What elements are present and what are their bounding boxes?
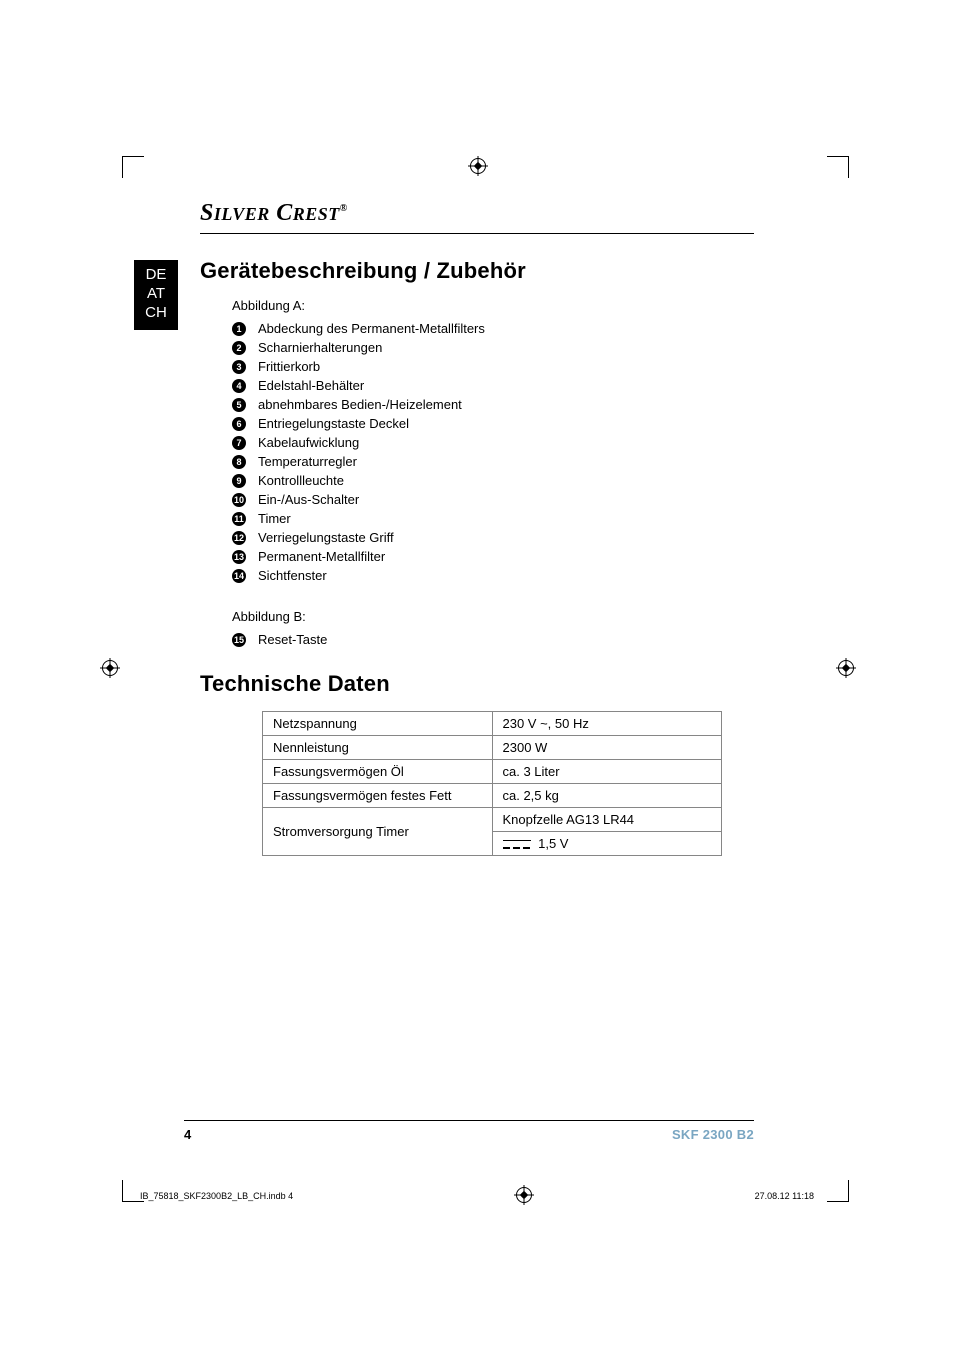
imprint-file: IB_75818_SKF2300B2_LB_CH.indb 4 <box>140 1191 293 1201</box>
item-number-icon: 6 <box>232 417 246 431</box>
imprint-line: IB_75818_SKF2300B2_LB_CH.indb 4 27.08.12… <box>140 1187 814 1205</box>
table-row: Fassungsvermögen Ölca. 3 Liter <box>263 760 722 784</box>
list-item: 1 Abdeckung des Permanent-Metallfilters <box>232 321 754 336</box>
crop-mark-tl <box>122 156 144 178</box>
list-item: 2 Scharnierhalterungen <box>232 340 754 355</box>
spec-value: ca. 3 Liter <box>492 760 722 784</box>
item-number-icon: 5 <box>232 398 246 412</box>
list-item: 14 Sichtfenster <box>232 568 754 583</box>
crop-mark-tr <box>827 156 849 178</box>
registration-mark-icon <box>470 158 486 174</box>
language-tab: DE AT CH <box>134 260 178 330</box>
brand-reg: ® <box>340 203 348 214</box>
spec-key: Fassungsvermögen festes Fett <box>263 784 493 808</box>
item-label: Sichtfenster <box>258 568 327 583</box>
parts-list-b: 15 Reset-Taste <box>232 632 754 647</box>
table-row: Netzspannung230 V ~, 50 Hz <box>263 712 722 736</box>
list-item: 15 Reset-Taste <box>232 632 754 647</box>
list-item: 3 Frittierkorb <box>232 359 754 374</box>
list-item: 7 Kabelaufwicklung <box>232 435 754 450</box>
item-label: Reset-Taste <box>258 632 327 647</box>
tech-data-table: Netzspannung230 V ~, 50 HzNennleistung23… <box>262 711 722 856</box>
registration-mark-icon <box>516 1187 532 1205</box>
item-label: Entriegelungstaste Deckel <box>258 416 409 431</box>
parts-list-a: 1Abdeckung des Permanent-Metallfilters2S… <box>232 321 754 583</box>
item-label: Timer <box>258 511 291 526</box>
brand-logo: SILVER CREST® <box>200 200 754 234</box>
list-item: 13 Permanent-Metallfilter <box>232 549 754 564</box>
spec-key: Fassungsvermögen Öl <box>263 760 493 784</box>
spec-value: 230 V ~, 50 Hz <box>492 712 722 736</box>
item-label: Frittierkorb <box>258 359 320 374</box>
list-item: 4 Edelstahl-Behälter <box>232 378 754 393</box>
lang-at: AT <box>134 285 178 304</box>
list-item: 5 abnehmbares Bedien-/Heizelement <box>232 397 754 412</box>
section-heading-description: Gerätebeschreibung / Zubehör <box>200 258 754 284</box>
lang-ch: CH <box>134 304 178 323</box>
item-number-icon: 10 <box>232 493 246 507</box>
list-item: 6 Entriegelungstaste Deckel <box>232 416 754 431</box>
item-number-icon: 7 <box>232 436 246 450</box>
figure-a-label: Abbildung A: <box>232 298 754 313</box>
list-item: 11 Timer <box>232 511 754 526</box>
table-row: Nennleistung2300 W <box>263 736 722 760</box>
page-footer: 4 SKF 2300 B2 <box>184 1120 754 1142</box>
item-number-icon: 11 <box>232 512 246 526</box>
item-number-icon: 15 <box>232 633 246 647</box>
item-number-icon: 4 <box>232 379 246 393</box>
spec-value: 1,5 V <box>492 832 722 856</box>
spec-value-text: 1,5 V <box>535 836 569 851</box>
brand-text: SILVER CREST <box>200 200 340 226</box>
model-number: SKF 2300 B2 <box>672 1127 754 1142</box>
spec-key: Netzspannung <box>263 712 493 736</box>
registration-mark-icon <box>838 660 854 676</box>
list-item: 8 Temperaturregler <box>232 454 754 469</box>
lang-de: DE <box>134 266 178 285</box>
list-item: 9 Kontrollleuchte <box>232 473 754 488</box>
item-label: Abdeckung des Permanent-Metallfilters <box>258 321 485 336</box>
spec-key: Nennleistung <box>263 736 493 760</box>
item-number-icon: 2 <box>232 341 246 355</box>
spec-value: ca. 2,5 kg <box>492 784 722 808</box>
item-label: Kabelaufwicklung <box>258 435 359 450</box>
item-number-icon: 9 <box>232 474 246 488</box>
table-row: Stromversorgung TimerKnopfzelle AG13 LR4… <box>263 808 722 832</box>
item-number-icon: 12 <box>232 531 246 545</box>
item-number-icon: 3 <box>232 360 246 374</box>
item-number-icon: 13 <box>232 550 246 564</box>
item-label: Verriegelungstaste Griff <box>258 530 394 545</box>
item-number-icon: 8 <box>232 455 246 469</box>
item-number-icon: 14 <box>232 569 246 583</box>
dc-voltage-icon <box>503 840 531 850</box>
item-label: Ein-/Aus-Schalter <box>258 492 359 507</box>
spec-value: Knopfzelle AG13 LR44 <box>492 808 722 832</box>
item-label: Edelstahl-Behälter <box>258 378 364 393</box>
item-number-icon: 1 <box>232 322 246 336</box>
registration-mark-icon <box>102 660 118 676</box>
item-label: Temperaturregler <box>258 454 357 469</box>
list-item: 12 Verriegelungstaste Griff <box>232 530 754 545</box>
section-heading-techdata: Technische Daten <box>200 671 754 697</box>
item-label: Kontrollleuchte <box>258 473 344 488</box>
item-label: abnehmbares Bedien-/Heizelement <box>258 397 462 412</box>
page-content: SILVER CREST® Gerätebeschreibung / Zubeh… <box>200 200 754 856</box>
crop-mark-br <box>827 1180 849 1202</box>
table-row: Fassungsvermögen festes Fettca. 2,5 kg <box>263 784 722 808</box>
imprint-date: 27.08.12 11:18 <box>755 1191 814 1201</box>
list-item: 10 Ein-/Aus-Schalter <box>232 492 754 507</box>
item-label: Scharnierhalterungen <box>258 340 382 355</box>
spec-value: 2300 W <box>492 736 722 760</box>
item-label: Permanent-Metallfilter <box>258 549 385 564</box>
page-number: 4 <box>184 1127 191 1142</box>
spec-key: Stromversorgung Timer <box>263 808 493 856</box>
figure-b-label: Abbildung B: <box>232 609 754 624</box>
